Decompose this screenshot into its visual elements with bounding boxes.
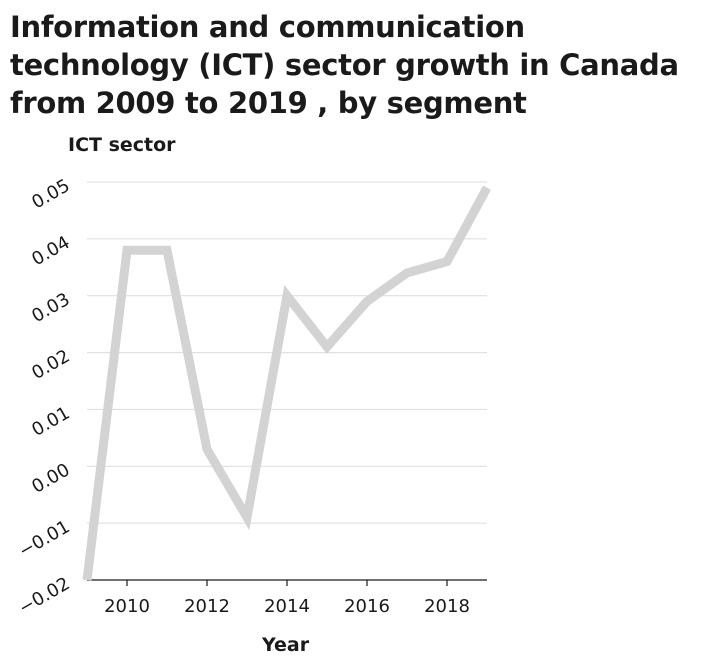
chart-title: Information and communication technology…	[10, 10, 679, 120]
y-tick-label: 0.01	[28, 403, 73, 441]
x-tick-label: 2014	[264, 596, 310, 617]
x-tick-label: 2010	[104, 596, 150, 617]
x-tick-labels: 2010 2012 2014 2016 2018	[104, 596, 470, 617]
y-tick-label: −0.01	[15, 516, 73, 562]
x-tick-label: 2012	[184, 596, 230, 617]
gridlines	[87, 181, 487, 524]
x-axis-label: Year	[262, 634, 310, 656]
series-line	[82, 185, 491, 581]
x-tick-label: 2018	[424, 596, 470, 617]
y-tick-label: 0.04	[28, 232, 73, 270]
y-axis-label: ICT sector	[68, 134, 176, 156]
y-tick-label: 0.03	[28, 289, 73, 327]
series-lines	[82, 185, 491, 581]
y-tick-label: 0.00	[28, 459, 73, 497]
y-tick-label: 0.02	[28, 346, 73, 384]
y-tick-label: −0.02	[15, 573, 73, 619]
y-tick-labels: −0.02 −0.01 0.00 0.01 0.02 0.03 0.04 0.05	[15, 175, 73, 619]
axes	[87, 579, 487, 586]
y-tick-label: 0.05	[28, 175, 73, 213]
x-tick-label: 2016	[344, 596, 390, 617]
